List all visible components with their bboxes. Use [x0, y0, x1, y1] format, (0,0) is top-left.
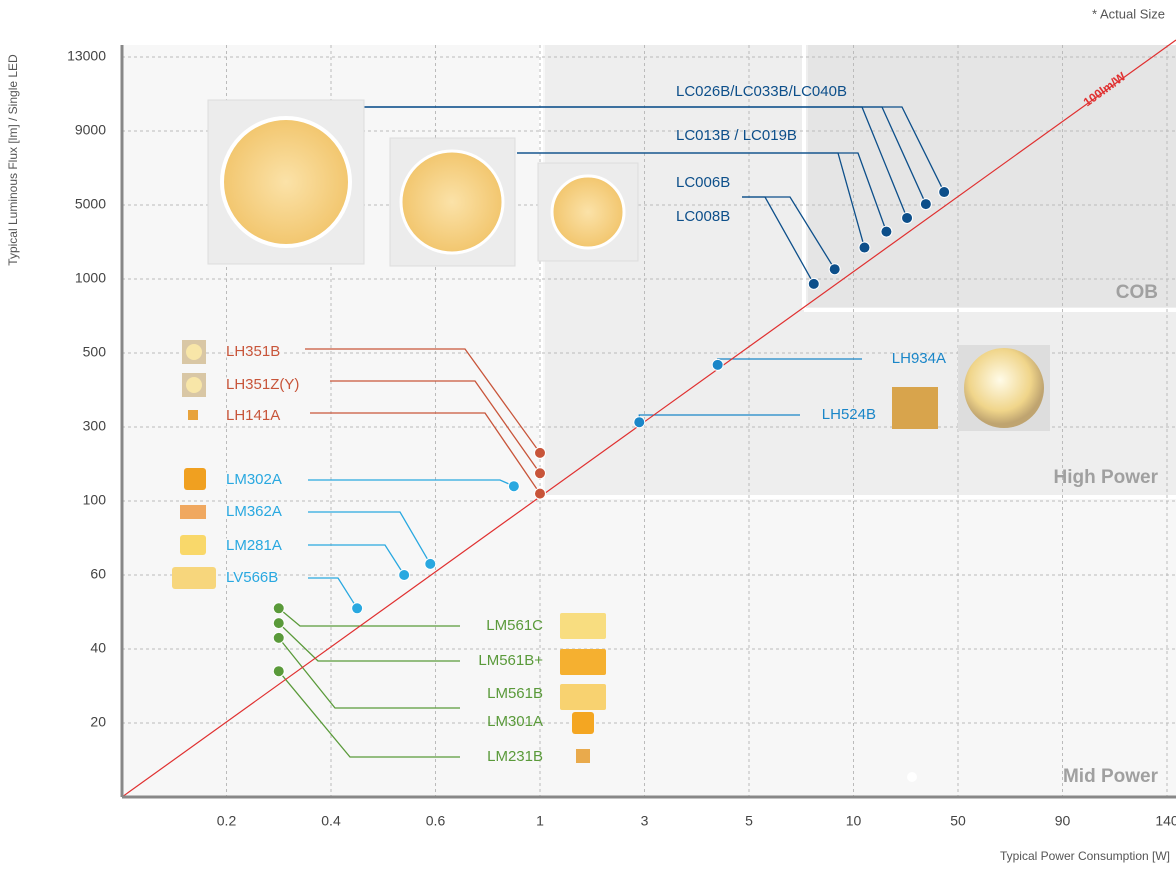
cob-region [808, 45, 1176, 307]
leader-line [330, 380, 541, 474]
leader-line [278, 670, 460, 758]
leader-line [517, 152, 888, 232]
y-tick-label: 40 [90, 640, 106, 656]
leader-line [278, 622, 460, 662]
efficacy-line [121, 39, 1176, 798]
point-label: LV566B [226, 569, 278, 586]
point-label: LM561B+ [478, 652, 543, 669]
leader-line [308, 511, 431, 565]
y-tick-label: 60 [90, 566, 106, 582]
point-label: LM362A [226, 503, 282, 520]
point [507, 480, 520, 493]
y-axis-label: Typical Luminous Flux [lm] / Single LED [6, 54, 20, 266]
y-tick-label: 9000 [75, 122, 106, 138]
y-tick-label: 100 [83, 492, 107, 508]
point-label: LM281A [226, 537, 282, 554]
x-tick-label: 0.2 [217, 813, 237, 829]
x-tick-label: 10 [846, 813, 862, 829]
point-label: LH934A [892, 350, 946, 367]
point [880, 225, 893, 238]
leader-line [308, 544, 405, 576]
y-tick-label: 500 [83, 344, 107, 360]
point-label: LH351Z(Y) [226, 376, 299, 393]
x-tick-label: 0.6 [426, 813, 446, 829]
point-label: LH351B [226, 343, 280, 360]
point [711, 358, 724, 371]
leader-line [310, 412, 541, 494]
point-label: LC008B [676, 208, 730, 225]
x-tick-label: 1 [536, 813, 544, 829]
region-label: High Power [1053, 467, 1158, 488]
point-label: LM561C [486, 617, 543, 634]
leader-line [308, 577, 358, 609]
region-label: COB [1116, 282, 1158, 303]
y-tick-label: 5000 [75, 196, 106, 212]
point-label: LH141A [226, 407, 280, 424]
point-label: LM302A [226, 471, 282, 488]
point-label: LC006B [676, 174, 730, 191]
leader-line [742, 196, 815, 285]
point [807, 277, 820, 290]
point-label: LM561B [487, 685, 543, 702]
leader-line [278, 637, 460, 709]
x-tick-label: 3 [641, 813, 649, 829]
point-label: LC013B / LC019B [676, 127, 797, 144]
note: * Actual Size [1092, 6, 1165, 21]
x-tick-label: 90 [1055, 813, 1071, 829]
point [424, 557, 437, 570]
point [351, 602, 364, 615]
x-tick-label: 0.4 [321, 813, 341, 829]
region-label: Mid Power [1063, 766, 1159, 787]
point [534, 487, 546, 500]
leader-line [305, 348, 541, 454]
point [272, 665, 285, 678]
point [534, 467, 546, 480]
led-images [172, 99, 1050, 782]
point [272, 602, 285, 615]
point [272, 631, 285, 644]
leader-line [362, 106, 945, 193]
point [858, 241, 871, 254]
y-tick-label: 20 [90, 714, 106, 730]
point-label: LC026B/LC033B/LC040B [676, 83, 847, 100]
y-tick-label: 1000 [75, 270, 106, 286]
point [919, 198, 932, 211]
x-tick-label: 140 [1155, 813, 1176, 829]
point [901, 211, 914, 224]
y-tick-label: 300 [83, 418, 107, 434]
x-tick-label: 50 [950, 813, 966, 829]
leader-line [278, 607, 460, 627]
x-axis-label: Typical Power Consumption [W] [1000, 849, 1170, 863]
point [828, 263, 841, 276]
point [272, 617, 285, 630]
point [398, 569, 411, 581]
point [534, 446, 546, 459]
y-tick-label: 13000 [67, 48, 106, 64]
point [633, 416, 646, 429]
point-label: LH524B [822, 406, 876, 423]
point [938, 186, 951, 199]
x-tick-label: 5 [745, 813, 753, 829]
marks [272, 186, 951, 678]
point-label: LM231B [487, 748, 543, 765]
point-label: LM301A [487, 713, 543, 730]
